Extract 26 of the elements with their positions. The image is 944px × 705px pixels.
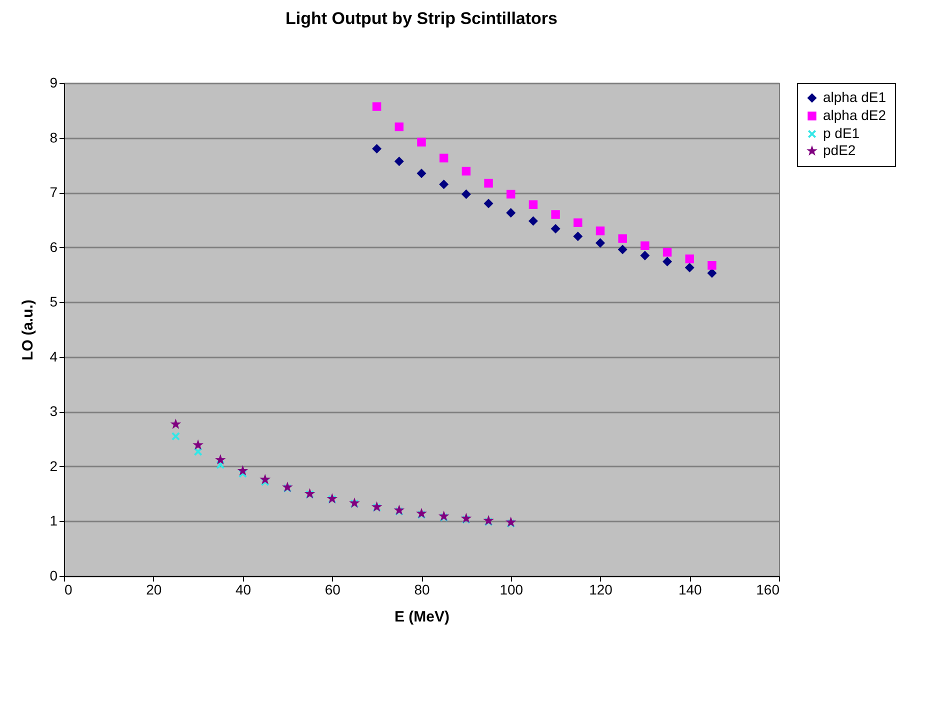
x-tick-label: 60 — [324, 582, 341, 598]
x-axis-title: E (MeV) — [394, 608, 450, 626]
x-tick-label: 160 — [756, 582, 780, 598]
x-tick-label: 100 — [500, 582, 524, 598]
x-tick-label: 120 — [589, 582, 613, 598]
legend-label: alpha dE2 — [823, 107, 886, 123]
y-tick-label: 6 — [50, 238, 58, 255]
chart-title: Light Output by Strip Scintillators — [286, 9, 558, 28]
y-tick-label: 2 — [50, 458, 58, 474]
legend-label: p dE1 — [823, 125, 860, 141]
legend-label: alpha dE1 — [823, 89, 886, 105]
x-tick-label: 40 — [235, 582, 252, 598]
x-tick-label: 80 — [414, 582, 430, 598]
y-axis-title: LO (a.u.) — [20, 300, 37, 360]
y-tick-label: 7 — [50, 184, 58, 200]
x-tick-label: 20 — [146, 582, 162, 598]
x-tick-label: 0 — [64, 582, 72, 598]
y-tick-label: 4 — [50, 348, 58, 364]
y-tick-label: 3 — [50, 403, 58, 420]
y-tick-label: 5 — [50, 294, 58, 310]
y-tick-label: 8 — [50, 129, 58, 146]
y-tick-label: 0 — [50, 568, 58, 584]
y-tick-label: 1 — [50, 512, 58, 529]
legend-label: pdE2 — [823, 142, 856, 158]
x-tick-label: 140 — [678, 582, 702, 598]
y-tick-label: 9 — [50, 74, 58, 90]
